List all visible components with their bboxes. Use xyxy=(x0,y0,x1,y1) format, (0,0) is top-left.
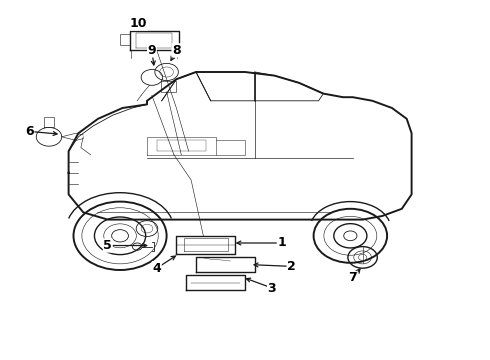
Text: 8: 8 xyxy=(172,44,181,57)
Text: 4: 4 xyxy=(152,262,161,275)
Text: 5: 5 xyxy=(103,239,112,252)
Text: 6: 6 xyxy=(25,125,34,138)
Text: 7: 7 xyxy=(348,271,357,284)
Text: 2: 2 xyxy=(287,260,296,273)
Circle shape xyxy=(112,230,128,242)
Text: 10: 10 xyxy=(129,17,147,30)
Circle shape xyxy=(343,231,357,241)
Text: 3: 3 xyxy=(268,282,276,294)
Circle shape xyxy=(359,255,367,260)
Text: 9: 9 xyxy=(147,44,156,57)
Text: 1: 1 xyxy=(277,237,286,249)
